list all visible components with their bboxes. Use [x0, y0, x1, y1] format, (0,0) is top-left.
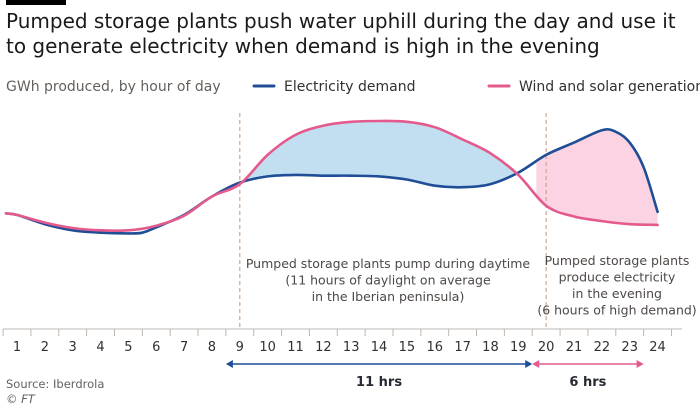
x-tick-label: 20	[538, 340, 555, 355]
chart-title: Pumped storage plants push water uphill …	[6, 9, 676, 58]
legend-label-1: Electricity demand	[284, 79, 415, 95]
x-tick-label: 13	[343, 340, 360, 355]
annotation-1-line: (11 hours of daylight on average	[285, 273, 491, 288]
chart-subtitle: GWh produced, by hour of day	[6, 79, 221, 95]
range-label-1: 11 hrs	[356, 375, 402, 390]
x-tick-label: 17	[454, 340, 471, 355]
x-tick-label: 19	[510, 340, 527, 355]
x-tick-label: 21	[566, 340, 583, 355]
x-tick-label: 16	[426, 340, 443, 355]
reference-lines	[239, 113, 547, 327]
annotation-1-line: Pumped storage plants pump during daytim…	[246, 256, 531, 271]
x-tick-label: 15	[399, 340, 416, 355]
ft-brand-bar	[6, 0, 66, 5]
x-axis: 1 2 3 4 5 6 7 8 9 10 11 12 13 14 15 16 17 18 19 20 21 22 23 24	[2, 328, 682, 355]
range-arrows: 11 hrs 6 hrs	[225, 360, 644, 390]
copyright-note: © FT	[6, 392, 35, 406]
x-tick-label: 7	[180, 340, 188, 355]
x-tick-label: 24	[649, 340, 666, 355]
series-line-1	[4, 128, 659, 235]
x-tick-label: 6	[152, 340, 160, 355]
x-tick-label: 14	[371, 340, 388, 355]
range-arrowhead-right	[636, 360, 644, 368]
x-tick-label: 8	[208, 340, 216, 355]
x-tick-label: 4	[96, 340, 104, 355]
range-arrowhead-right	[525, 360, 533, 368]
shaded-areas	[239, 121, 658, 225]
annotation-2-line: in the evening	[572, 286, 662, 301]
x-tick-label: 3	[69, 340, 77, 355]
annotation-1-line: in the Iberian peninsula)	[312, 289, 465, 304]
range-arrowhead-left	[532, 360, 540, 368]
chart-text: GWh produced, by hour of day Electricity …	[6, 79, 700, 318]
x-tick-label: 22	[594, 340, 611, 355]
range-label-2: 6 hrs	[569, 375, 606, 390]
series-lines	[4, 119, 659, 235]
annotation-2-line: Pumped storage plants	[545, 253, 690, 268]
x-tick-label: 12	[315, 340, 332, 355]
x-tick-label: 11	[287, 340, 304, 355]
x-tick-label: 23	[621, 340, 638, 355]
source-note: Source: Iberdrola	[6, 377, 105, 391]
shaded-region-1	[239, 121, 519, 188]
x-tick-label: 2	[41, 340, 49, 355]
annotation-2-line: produce electricity	[559, 270, 676, 285]
range-arrowhead-left	[225, 360, 233, 368]
x-tick-label: 9	[236, 340, 244, 355]
legend-label-2: Wind and solar generation	[519, 79, 700, 95]
annotation-2-line: (6 hours of high demand)	[537, 303, 696, 318]
x-tick-label: 18	[482, 340, 499, 355]
x-tick-label: 1	[13, 340, 21, 355]
x-tick-label: 10	[259, 340, 276, 355]
x-tick-label: 5	[124, 340, 132, 355]
series-line-2	[4, 119, 659, 233]
shaded-region-2	[536, 130, 658, 225]
